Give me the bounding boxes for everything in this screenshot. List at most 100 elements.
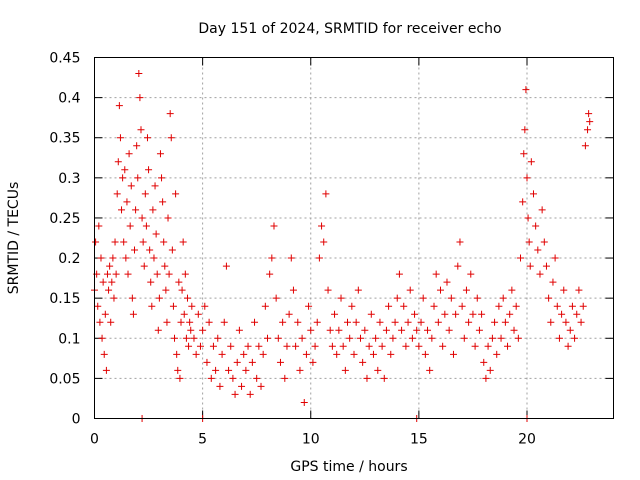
data-point	[154, 326, 162, 334]
data-point	[307, 326, 315, 334]
data-point	[378, 342, 386, 350]
data-point	[186, 318, 194, 326]
data-point	[177, 318, 185, 326]
data-point	[510, 326, 518, 334]
data-point	[102, 366, 110, 374]
data-point	[417, 318, 425, 326]
data-point	[196, 342, 204, 350]
data-point	[214, 334, 222, 342]
data-point	[536, 270, 544, 278]
data-point	[149, 206, 157, 214]
data-point	[499, 294, 507, 302]
data-point	[577, 318, 585, 326]
data-point	[298, 334, 306, 342]
data-point	[532, 222, 540, 230]
y-tick-label: 0.15	[49, 291, 80, 307]
data-point	[430, 302, 438, 310]
data-point	[335, 326, 343, 334]
axis-ticks	[94, 57, 614, 419]
data-point	[146, 246, 154, 254]
data-point	[283, 342, 291, 350]
data-point	[176, 374, 184, 382]
data-point	[573, 310, 581, 318]
data-point	[190, 334, 198, 342]
data-point	[163, 318, 171, 326]
y-tick-label: 0.4	[58, 91, 80, 107]
data-point	[159, 198, 167, 206]
data-point	[209, 342, 217, 350]
data-point	[311, 342, 319, 350]
data-point	[568, 302, 576, 310]
data-point	[199, 326, 207, 334]
data-point	[103, 270, 111, 278]
data-point	[169, 302, 177, 310]
data-point	[136, 94, 144, 102]
x-tick-label: 0	[90, 432, 99, 448]
data-point	[229, 374, 237, 382]
y-tick-label: 0.05	[49, 371, 80, 387]
data-point	[181, 270, 189, 278]
data-point	[128, 294, 136, 302]
data-point	[233, 358, 241, 366]
data-point	[126, 222, 134, 230]
data-point	[113, 190, 121, 198]
data-point	[235, 326, 243, 334]
data-point	[525, 238, 533, 246]
data-point	[473, 294, 481, 302]
data-point	[524, 214, 532, 222]
y-tick-label: 0.35	[49, 131, 80, 147]
data-point	[454, 262, 462, 270]
data-point	[123, 198, 131, 206]
y-tick-label: 0.1	[58, 331, 80, 347]
data-point	[268, 254, 276, 262]
data-point	[111, 238, 119, 246]
data-point	[346, 334, 354, 342]
data-point	[127, 182, 135, 190]
data-point	[175, 278, 183, 286]
data-point	[488, 334, 496, 342]
data-point	[551, 254, 559, 262]
x-tick-label: 10	[302, 432, 320, 448]
data-point	[166, 110, 174, 118]
data-point	[354, 286, 362, 294]
data-point	[395, 270, 403, 278]
data-point	[480, 358, 488, 366]
chart-title: Day 151 of 2024, SRMTID for receiver ech…	[198, 21, 501, 37]
data-point	[586, 118, 594, 126]
data-point	[98, 334, 106, 342]
data-point	[562, 318, 570, 326]
data-point	[482, 374, 490, 382]
data-point	[538, 206, 546, 214]
data-point	[443, 278, 451, 286]
data-point	[222, 262, 230, 270]
data-point	[294, 318, 302, 326]
data-point	[97, 254, 105, 262]
data-point	[132, 206, 140, 214]
data-point	[168, 246, 176, 254]
grid-lines	[94, 57, 614, 419]
data-point	[300, 398, 308, 406]
data-point	[350, 350, 358, 358]
data-point	[406, 286, 414, 294]
data-point	[456, 238, 464, 246]
data-point	[116, 134, 124, 142]
data-point	[158, 174, 166, 182]
data-point	[534, 246, 542, 254]
data-point	[134, 174, 142, 182]
data-point	[549, 278, 557, 286]
data-point	[404, 318, 412, 326]
data-point	[359, 358, 367, 366]
data-point	[231, 390, 239, 398]
data-point	[145, 166, 153, 174]
data-point	[257, 382, 265, 390]
data-point	[218, 350, 226, 358]
data-point	[240, 350, 248, 358]
data-point	[408, 334, 416, 342]
data-point	[356, 334, 364, 342]
data-point	[504, 342, 512, 350]
data-point	[526, 262, 534, 270]
data-point	[584, 126, 592, 134]
x-tick-label: 5	[198, 432, 207, 448]
data-point	[101, 310, 109, 318]
data-point	[192, 350, 200, 358]
